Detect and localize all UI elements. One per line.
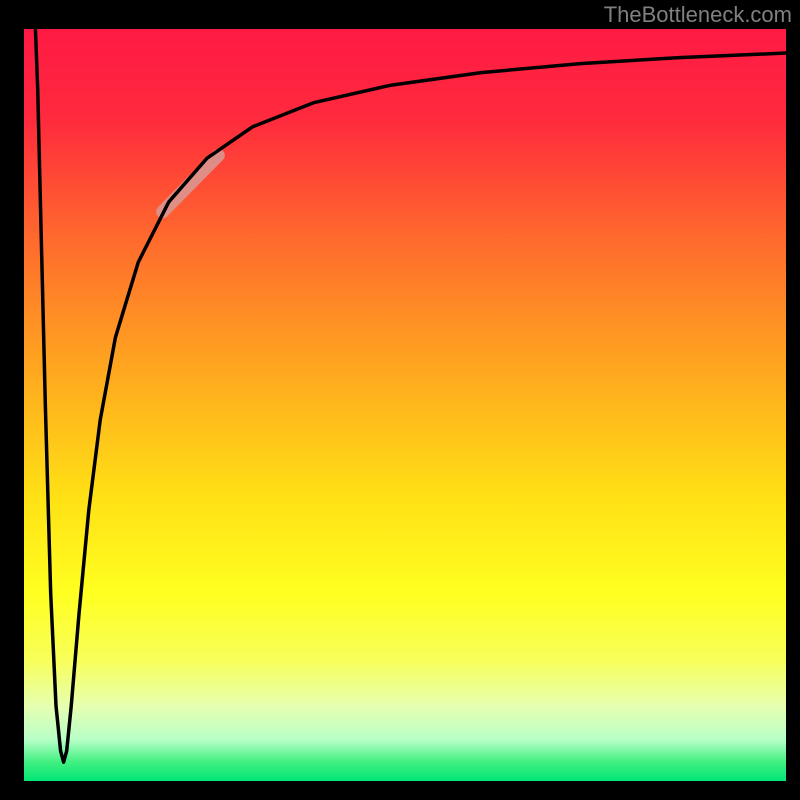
bottleneck-chart: TheBottleneck.com	[0, 0, 800, 800]
plot-gradient-background	[24, 29, 786, 781]
attribution-text: TheBottleneck.com	[604, 2, 792, 28]
plot-frame	[20, 25, 790, 785]
